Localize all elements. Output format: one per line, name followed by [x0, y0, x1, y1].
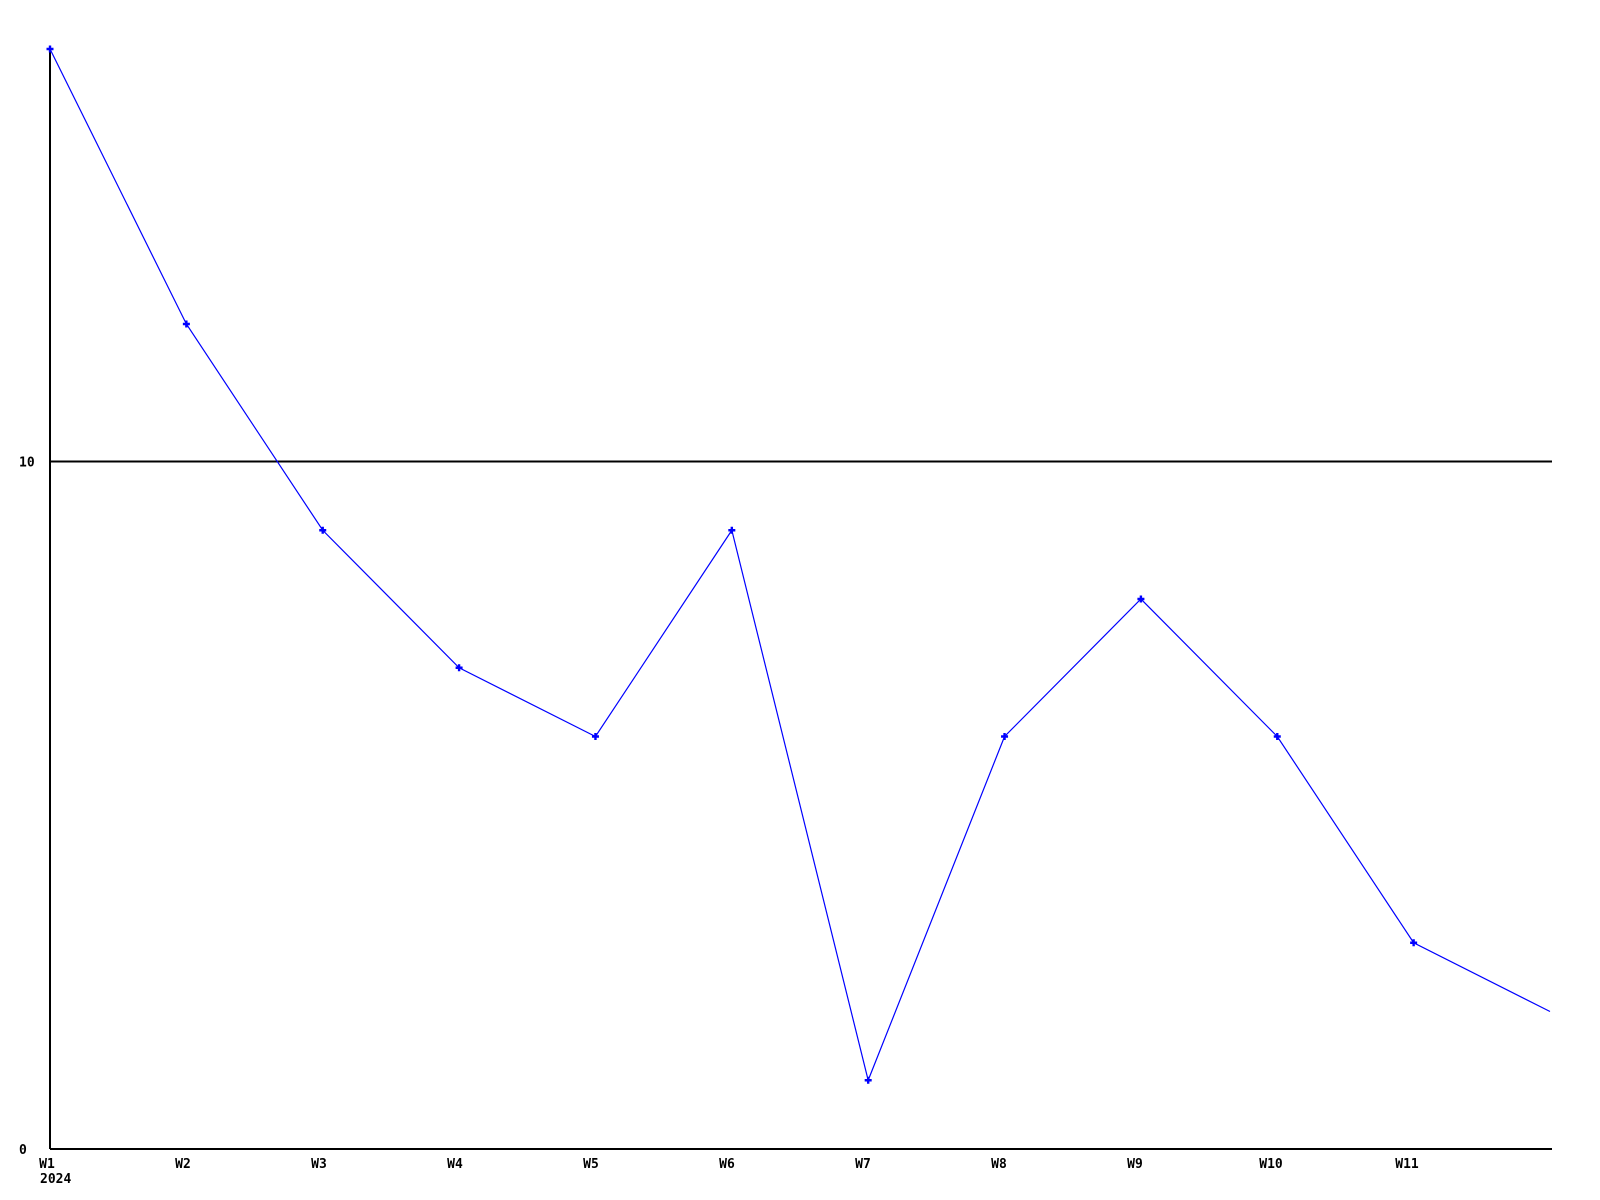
data-point-marker [319, 526, 327, 534]
x-tick-label: W1 [39, 1157, 55, 1172]
y-tick-label: 10 [19, 456, 35, 471]
x-tick-label: W10 [1259, 1157, 1283, 1172]
data-point-marker [1137, 595, 1145, 603]
x-tick-label: W9 [1127, 1157, 1143, 1172]
data-point-marker [1001, 733, 1009, 740]
data-point-marker [591, 733, 599, 740]
x-tick-label: W2 [175, 1157, 191, 1172]
x-tick-label: W8 [991, 1157, 1007, 1172]
data-point-marker [1273, 733, 1281, 740]
data-point-marker [1410, 939, 1418, 947]
data-point-marker [182, 320, 190, 328]
data-point-marker [728, 526, 736, 534]
x-tick-label: W5 [583, 1157, 599, 1172]
year-label: 2024 [40, 1172, 71, 1187]
x-tick-label: W6 [719, 1157, 735, 1172]
data-point-marker [455, 664, 463, 672]
data-point-marker [46, 45, 54, 53]
x-tick-label: W7 [855, 1157, 871, 1172]
y-tick-label: 0 [19, 1143, 27, 1158]
data-series-line [49, 48, 1551, 1083]
data-point-marker [864, 1076, 872, 1084]
x-tick-label: W4 [447, 1157, 463, 1172]
x-tick-label: W3 [311, 1157, 327, 1172]
x-tick-label: W11 [1395, 1157, 1419, 1172]
